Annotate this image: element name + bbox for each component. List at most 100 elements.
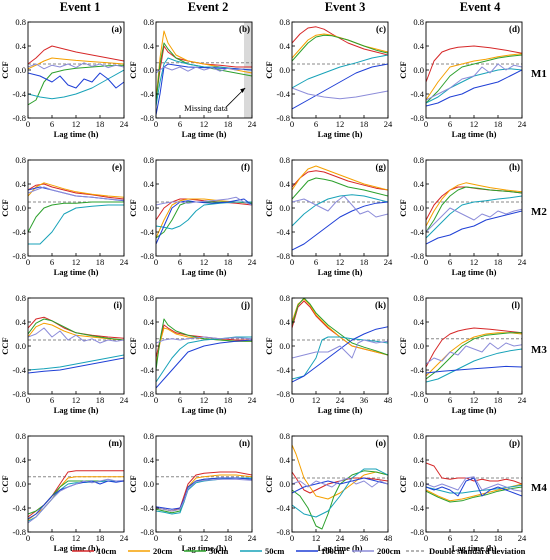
series-line-100cm (426, 210, 522, 245)
series-line-30cm (426, 332, 522, 380)
panel-label: (n) (239, 438, 250, 448)
series-line-30cm (28, 201, 124, 233)
y-tick-label: 0.0 (15, 65, 26, 75)
x-axis-label: Lag time (h) (318, 129, 363, 139)
x-tick-label: 12 (470, 533, 479, 543)
series-line-50cm (28, 354, 124, 371)
series-line-50cm (292, 336, 388, 380)
y-tick-label: -0.4 (13, 227, 27, 237)
series-line-200cm (156, 478, 252, 512)
panel-m: -0.8 -0.4 0.0 0.4 0.8 0 6 12 18 24 Lag time (h) CCF… (0, 431, 129, 553)
y-tick-label: 0.4 (413, 179, 424, 189)
y-axis-label: CCF (0, 61, 10, 78)
panel-label: (a) (112, 24, 123, 34)
series-group (426, 327, 522, 383)
y-tick-label: 0.8 (279, 155, 290, 165)
legend-label: 30cm (209, 546, 228, 556)
y-tick-label: -0.4 (141, 227, 155, 237)
y-tick-label: 0.0 (279, 341, 290, 351)
y-tick-label: 0.8 (15, 17, 26, 27)
x-axis-label: Lag time (h) (452, 267, 497, 277)
x-tick-label: 6 (50, 257, 54, 267)
series-group (292, 298, 388, 383)
x-tick-label: 36 (360, 533, 369, 543)
x-tick-label: 12 (470, 257, 479, 267)
panel-c: -0.8 -0.4 0.0 0.4 0.8 0 6 12 18 24 Lag time (h) CCF… (264, 17, 393, 139)
y-tick-label: -0.8 (13, 251, 26, 261)
panel-g: -0.8 -0.4 0.0 0.4 0.8 0 6 12 18 24 Lag time (h) CCF… (264, 155, 393, 277)
series-line-200cm (292, 87, 388, 100)
series-line-10cm (292, 300, 388, 356)
legend-item-50cm: 50cm (240, 546, 284, 556)
series-line-200cm (156, 196, 252, 206)
annotation-arrow-head (240, 88, 246, 93)
x-tick-label: 24 (336, 395, 345, 405)
y-tick-label: 0.0 (15, 341, 26, 351)
series-line-200cm (28, 62, 124, 70)
x-tick-label: 12 (72, 119, 81, 129)
y-tick-label: -0.4 (277, 365, 291, 375)
y-tick-label: -0.4 (411, 227, 425, 237)
y-tick-label: 0.0 (279, 65, 290, 75)
series-line-100cm (28, 480, 124, 520)
series-group (426, 462, 522, 503)
legend-label: 100cm (321, 546, 345, 556)
x-tick-label: 0 (154, 533, 158, 543)
series-line-10cm (426, 462, 522, 485)
x-tick-label: 6 (178, 533, 182, 543)
y-tick-label: 0.8 (413, 293, 424, 303)
panel-label: (l) (512, 300, 521, 310)
legend-label: 10cm (97, 546, 116, 556)
x-tick-label: 0 (290, 533, 294, 543)
y-axis-label: CCF (398, 199, 408, 216)
x-tick-label: 12 (200, 395, 209, 405)
legend-label: Double standard deviation (429, 546, 526, 556)
panel-label: (f) (241, 162, 250, 172)
panel-label: (g) (376, 162, 387, 172)
y-axis-label: CCF (128, 475, 138, 492)
y-tick-label: -0.4 (411, 89, 425, 99)
x-tick-label: 24 (248, 533, 257, 543)
plot-frame (291, 21, 389, 119)
plot-frame (27, 21, 125, 119)
series-line-200cm (292, 195, 388, 218)
series-line-200cm (292, 477, 388, 488)
series-group (292, 444, 388, 530)
series-line-100cm (292, 201, 388, 251)
y-tick-label: 0.8 (15, 431, 26, 441)
y-tick-label: 0.8 (279, 293, 290, 303)
event-header: Event 2 (188, 0, 229, 14)
series-line-20cm (28, 322, 124, 341)
plot-frame (425, 297, 523, 395)
event-header: Event 1 (60, 0, 101, 14)
series-line-30cm (28, 64, 124, 106)
legend-item-30cm: 30cm (184, 546, 228, 556)
x-axis-label: Lag time (h) (318, 543, 363, 553)
y-axis-label: CCF (0, 475, 10, 492)
series-line-100cm (426, 477, 522, 497)
y-tick-label: -0.4 (141, 365, 155, 375)
legend-item-20cm: 20cm (128, 546, 172, 556)
y-axis-label: CCF (128, 199, 138, 216)
x-tick-label: 12 (72, 533, 81, 543)
y-tick-label: -0.8 (13, 527, 26, 537)
series-line-20cm (156, 30, 252, 101)
x-tick-label: 0 (424, 533, 428, 543)
x-axis-label: Lag time (h) (54, 129, 99, 139)
series-line-50cm (156, 336, 252, 383)
x-tick-label: 12 (72, 395, 81, 405)
series-line-30cm (156, 318, 252, 371)
y-tick-label: 0.4 (15, 317, 26, 327)
y-tick-label: 0.4 (143, 179, 154, 189)
x-tick-label: 0 (290, 395, 294, 405)
x-tick-label: 24 (518, 533, 527, 543)
series-group (156, 30, 252, 116)
series-line-50cm (292, 468, 388, 518)
y-tick-label: 0.4 (279, 179, 290, 189)
x-axis-label: Lag time (h) (182, 405, 227, 415)
x-tick-label: 24 (120, 395, 129, 405)
panel-j: -0.8 -0.4 0.0 0.4 0.8 0 6 12 18 24 Lag time (h) CCF… (128, 293, 257, 415)
x-tick-label: 24 (120, 257, 129, 267)
y-tick-label: 0.0 (413, 65, 424, 75)
